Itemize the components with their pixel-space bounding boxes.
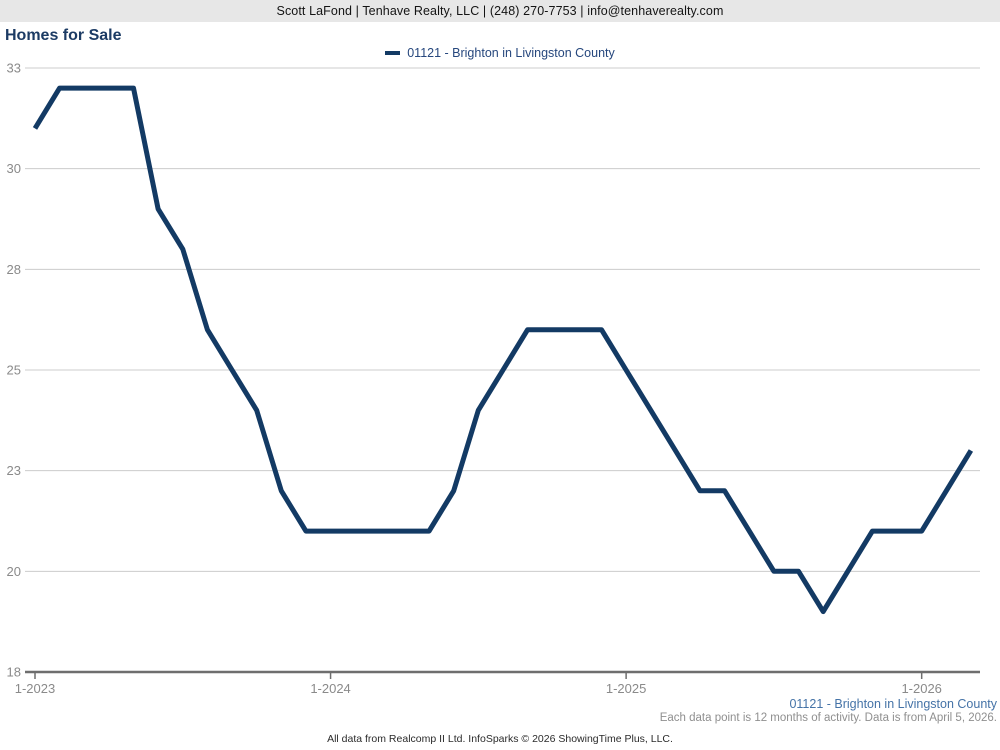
y-tick-label: 28	[7, 262, 21, 277]
footer-attribution: All data from Realcomp II Ltd. InfoSpark…	[327, 733, 673, 745]
homes-for-sale-chart: 33 30 28 25 23 20 18 1-2023 1-2024 1-2025 1-2026	[0, 60, 1000, 720]
y-tick-label: 25	[7, 363, 21, 378]
x-tick-label: 1-2025	[606, 681, 646, 696]
y-tick-label: 30	[7, 161, 21, 176]
y-tick-label: 18	[7, 665, 21, 680]
footnote-series-name: 01121 - Brighton in Livingston County	[789, 697, 997, 711]
line-chart-canvas: 33 30 28 25 23 20 181-2023 1-2024 1-2025 1-2026	[7, 61, 980, 696]
x-tick-label: 1-2024	[310, 681, 350, 696]
y-tick-label: 33	[7, 61, 21, 76]
legend-series-label: 01121 - Brighton in Livingston County	[407, 46, 615, 60]
series-line	[32, 85, 974, 615]
y-tick-label: 23	[7, 463, 21, 478]
chart-legend: 01121 - Brighton in Livingston County	[0, 45, 1000, 61]
header-contact-line: Scott LaFond | Tenhave Realty, LLC | (24…	[276, 4, 724, 18]
legend-line-swatch	[385, 51, 401, 55]
x-tick-label: 1-2023	[15, 681, 55, 696]
page-title: Homes for Sale	[5, 27, 122, 44]
x-tick-label: 1-2026	[901, 681, 941, 696]
y-tick-label: 20	[7, 564, 21, 579]
header-bar: Scott LaFond | Tenhave Realty, LLC | (24…	[0, 0, 1000, 22]
footnote-data-note: Each data point is 12 months of activity…	[659, 712, 997, 724]
